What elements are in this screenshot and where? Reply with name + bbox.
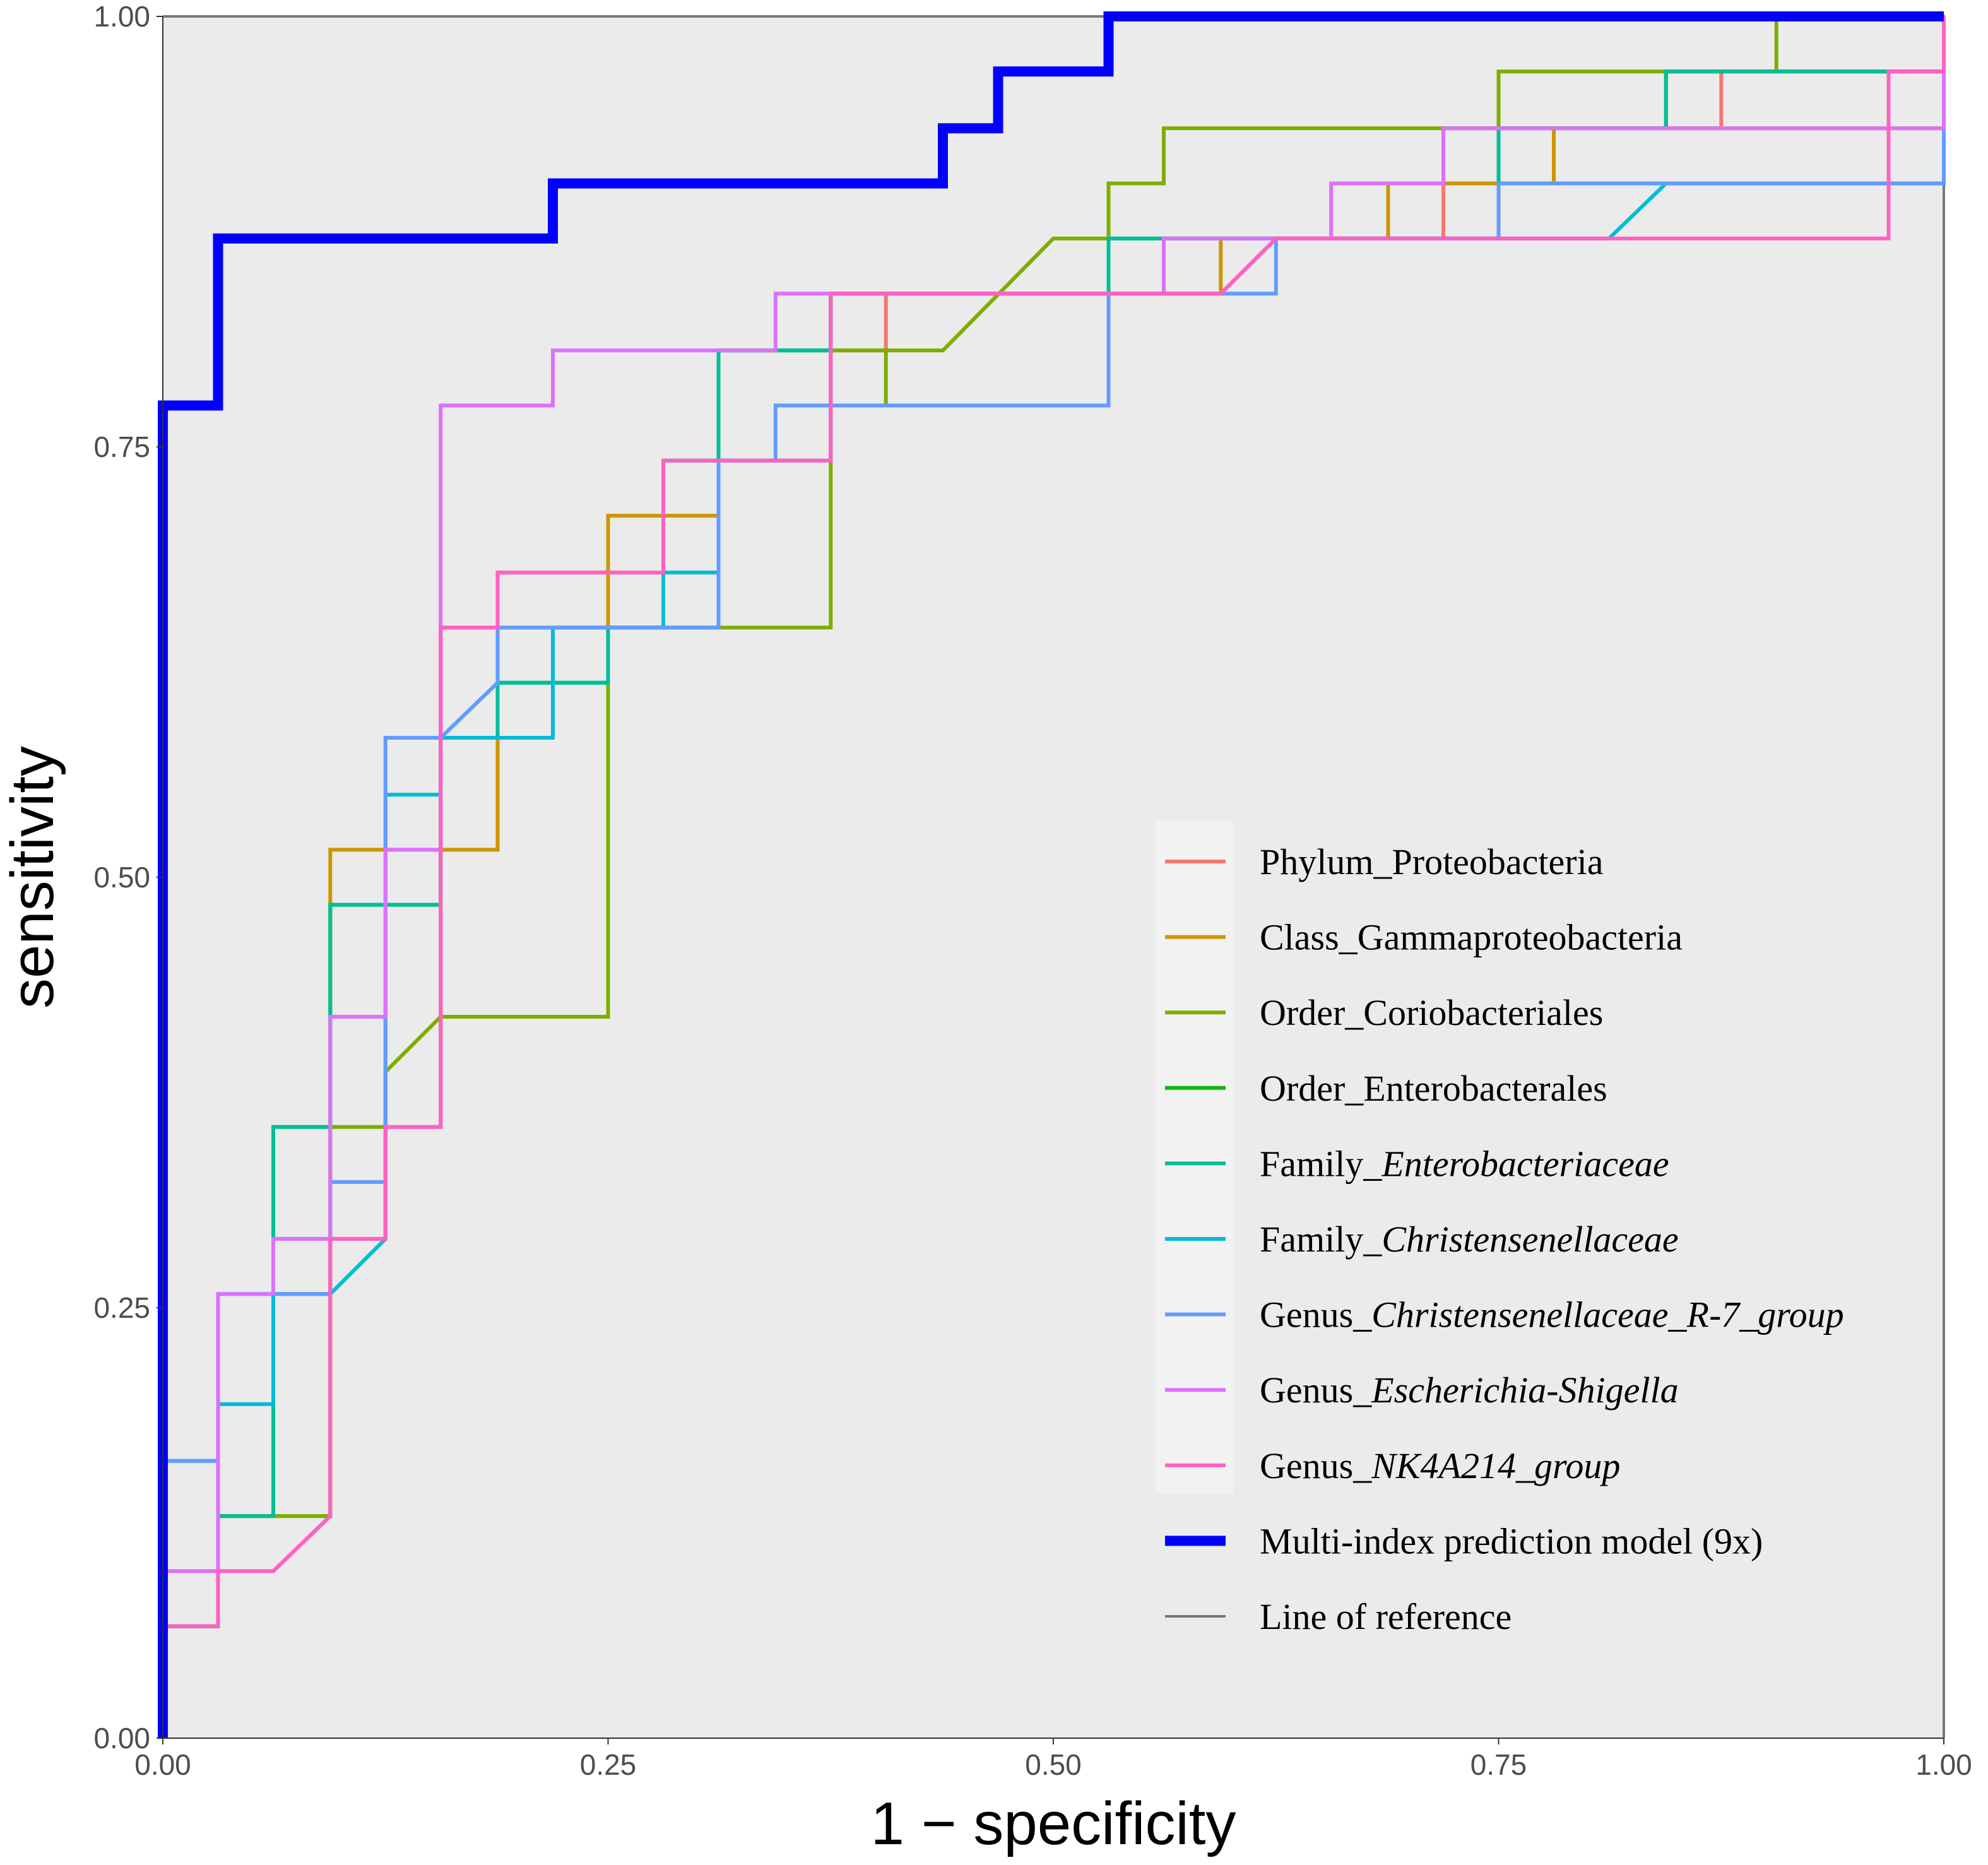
- legend-label-part: Genus_: [1260, 1370, 1372, 1411]
- legend-label: Family_Christensenellaceae: [1260, 1219, 1679, 1260]
- legend-label-part: Christensenellaceae_R-7_group: [1371, 1294, 1843, 1335]
- x-ticks: 0.00 0.25 0.50 0.75 1.00: [134, 1738, 1972, 1781]
- legend-label-part: Order_: [1260, 1068, 1364, 1109]
- legend-label-part: Genus_: [1260, 1445, 1372, 1486]
- x-tick-label: 0.00: [134, 1748, 191, 1781]
- x-tick-label: 0.25: [580, 1748, 637, 1781]
- legend-label: Genus_Escherichia-Shigella: [1260, 1370, 1679, 1411]
- legend-label: Class_Gammaproteobacteria: [1260, 917, 1683, 958]
- plot-background: [163, 16, 1944, 1738]
- legend-label: Order_Coriobacteriales: [1260, 992, 1603, 1033]
- y-tick-label: 1.00: [93, 0, 150, 33]
- series-line-genus-escherichia-shigella: [161, 16, 1946, 1738]
- series-line-genus-nk4a214-group: [161, 16, 1946, 1738]
- legend-label-part: Class_: [1260, 917, 1358, 958]
- series-line-multi-index-prediction-model-9x: [158, 11, 1944, 1738]
- y-ticks: 0.00 0.25 0.50 0.75 1.00: [93, 0, 163, 1755]
- legend-label-part: Enterobacteriaceae: [1381, 1143, 1669, 1184]
- legend-label-part: Family_: [1260, 1219, 1382, 1260]
- x-tick-label: 1.00: [1915, 1748, 1972, 1781]
- legend: Phylum_Proteobacteria Class_Gammaproteoba…: [1156, 820, 1844, 1637]
- x-tick-label: 0.50: [1025, 1748, 1082, 1781]
- legend-label-part: Escherichia-Shigella: [1371, 1370, 1678, 1411]
- x-axis-title: 1 − specificity: [871, 1790, 1236, 1857]
- legend-label: Genus_NK4A214_group: [1260, 1445, 1620, 1486]
- series-layer: [158, 11, 1946, 1738]
- legend-label-part: Family_: [1260, 1143, 1382, 1184]
- legend-label-part: Enterobacterales: [1363, 1068, 1607, 1109]
- legend-label: Genus_Christensenellaceae_R-7_group: [1260, 1294, 1844, 1335]
- legend-label-part: Christensenellaceae: [1382, 1219, 1678, 1260]
- y-tick-label: 0.75: [93, 430, 150, 463]
- legend-label-part: Multi-index prediction model (9x): [1260, 1520, 1763, 1561]
- legend-label: Line of reference: [1260, 1596, 1512, 1637]
- legend-label: Order_Enterobacterales: [1260, 1068, 1607, 1109]
- y-tick-label: 0.00: [93, 1722, 150, 1755]
- legend-label-part: Genus_: [1260, 1294, 1372, 1335]
- y-tick-label: 0.25: [93, 1291, 150, 1324]
- legend-label: Phylum_Proteobacteria: [1260, 841, 1603, 882]
- legend-label-part: Order_: [1260, 992, 1364, 1033]
- legend-label-part: Coriobacteriales: [1363, 992, 1603, 1033]
- legend-label: Family_Enterobacteriaceae: [1260, 1143, 1669, 1184]
- x-tick-label: 0.75: [1470, 1748, 1527, 1781]
- legend-label: Multi-index prediction model (9x): [1260, 1520, 1763, 1561]
- y-tick-label: 0.50: [93, 861, 150, 894]
- legend-label-part: Phylum_: [1260, 841, 1392, 882]
- legend-label-part: Proteobacteria: [1392, 841, 1604, 882]
- legend-background: [1156, 820, 1233, 1493]
- y-axis-title: sensitivity: [0, 746, 66, 1009]
- legend-label-part: NK4A214_group: [1371, 1445, 1620, 1486]
- legend-label-part: Gammaproteobacteria: [1358, 917, 1683, 958]
- legend-label-part: Line of reference: [1260, 1596, 1512, 1637]
